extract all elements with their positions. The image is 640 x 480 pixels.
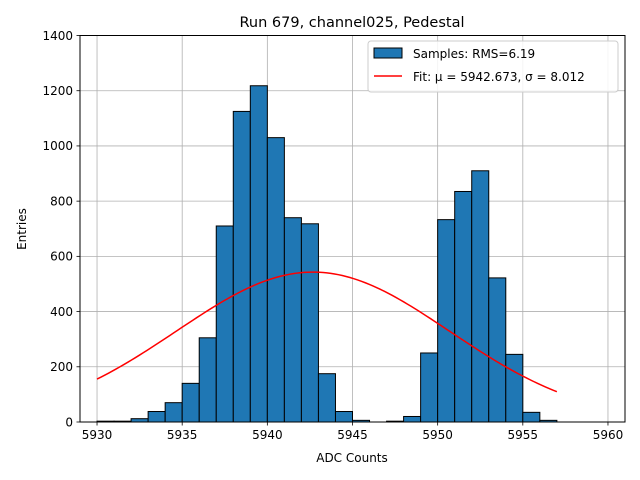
- y-tick-label: 400: [50, 305, 73, 319]
- x-tick-label: 5945: [337, 428, 368, 442]
- y-axis-label: Entries: [15, 208, 29, 250]
- legend-histogram-swatch: [373, 47, 403, 59]
- x-tick-label: 5930: [82, 428, 113, 442]
- histogram-bar: [198, 337, 217, 423]
- legend-fit-label: Fit: μ = 5942.673, σ = 8.012: [413, 70, 585, 84]
- histogram-bar: [249, 85, 268, 423]
- y-tick-label: 1000: [42, 139, 73, 153]
- x-axis-label: ADC Counts: [316, 451, 388, 465]
- histogram-bar: [454, 190, 473, 423]
- histogram-bar: [505, 353, 524, 423]
- histogram-bar: [317, 373, 336, 423]
- histogram-bar: [164, 402, 183, 423]
- histogram-bar: [437, 219, 456, 423]
- fit-curve: [96, 271, 558, 393]
- histogram-bar: [181, 382, 200, 423]
- histogram-bar: [300, 223, 319, 423]
- x-tick-label: 5935: [167, 428, 198, 442]
- x-tick-label: 5960: [593, 428, 624, 442]
- legend: Samples: RMS=6.19 Fit: μ = 5942.673, σ =…: [367, 40, 619, 93]
- histogram-bar: [147, 411, 166, 423]
- x-tick-label: 5950: [422, 428, 453, 442]
- y-tick-label: 800: [50, 194, 73, 208]
- y-tick-label: 0: [65, 415, 73, 429]
- histogram-bar: [283, 217, 302, 423]
- chart-title: Run 679, channel025, Pedestal: [239, 15, 464, 31]
- y-tick-label: 600: [50, 250, 73, 264]
- histogram-bars: [96, 85, 558, 423]
- histogram-bar: [232, 110, 251, 423]
- histogram-bar: [334, 411, 353, 423]
- x-tick-label: 5955: [508, 428, 539, 442]
- legend-histogram-label: Samples: RMS=6.19: [413, 47, 535, 61]
- x-axis: 5930 5935 5940 5945 5950 5955 5960: [82, 422, 623, 442]
- y-tick-label: 200: [50, 360, 73, 374]
- histogram-bar: [403, 415, 422, 423]
- histogram-bar: [522, 411, 541, 423]
- histogram-bar: [215, 225, 234, 423]
- histogram-bar: [488, 277, 507, 423]
- y-tick-label: 1400: [42, 29, 73, 43]
- y-tick-label: 1200: [42, 84, 73, 98]
- legend-box: [367, 40, 619, 93]
- y-axis: 0 200 400 600 800 1000 1200 1400: [42, 29, 80, 429]
- histogram-bar: [471, 170, 490, 423]
- histogram-bar: [420, 352, 439, 423]
- x-tick-label: 5940: [252, 428, 283, 442]
